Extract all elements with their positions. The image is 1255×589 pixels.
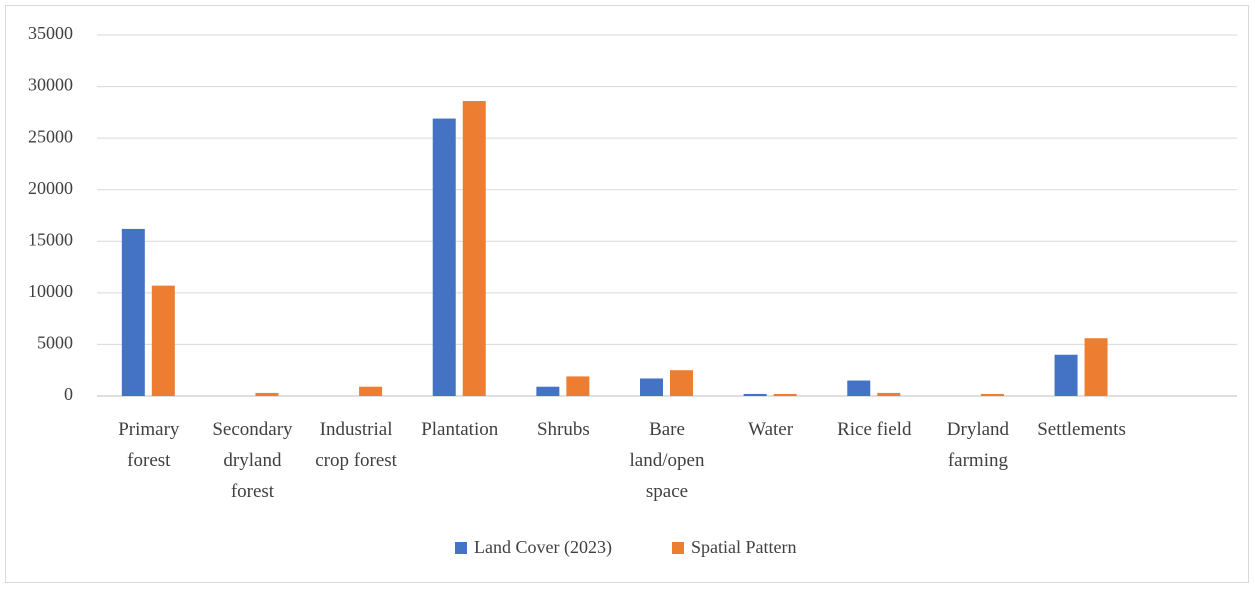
bar	[847, 380, 871, 396]
y-tick-label: 5000	[37, 333, 73, 353]
legend-swatch	[455, 542, 467, 554]
x-tick-label: Dryland farming	[946, 419, 1010, 471]
bar	[670, 370, 693, 396]
bar	[743, 393, 767, 396]
bar	[432, 118, 456, 396]
bar	[151, 285, 175, 396]
legend-swatch	[672, 542, 684, 554]
bar	[1084, 338, 1108, 396]
bar	[566, 376, 590, 396]
x-tick-label: Primary forest	[118, 419, 180, 471]
bar	[462, 101, 486, 397]
x-tick-label: Shrubs	[536, 419, 590, 440]
bar	[359, 386, 383, 396]
y-tick-label: 0	[64, 384, 73, 404]
bar	[536, 386, 560, 396]
x-tick-label: Plantation	[421, 419, 499, 440]
bar	[1054, 354, 1078, 396]
y-tick-label: 25000	[28, 126, 73, 146]
bar	[640, 378, 663, 396]
legend-label: Spatial Pattern	[691, 537, 796, 557]
bar	[877, 392, 901, 396]
bar	[255, 392, 279, 396]
x-tick-label: Rice field	[837, 419, 912, 440]
x-tick-label: Settlements	[1037, 419, 1126, 440]
bar	[121, 228, 145, 396]
legend-label: Land Cover (2023)	[474, 537, 612, 558]
x-tick-label: Water	[748, 419, 794, 440]
y-tick-label: 35000	[28, 23, 73, 43]
y-tick-label: 30000	[28, 75, 73, 95]
y-tick-label: 15000	[28, 229, 73, 249]
chart-frame	[5, 5, 1249, 583]
x-tick-label: Bare land/open space	[629, 419, 705, 502]
bar	[980, 393, 1004, 396]
y-tick-label: 20000	[28, 178, 73, 198]
x-tick-label: Secondary dryland forest	[212, 419, 293, 502]
x-tick-label: Industrial crop forest	[315, 419, 397, 471]
y-tick-label: 10000	[28, 281, 73, 301]
bar	[773, 393, 797, 396]
